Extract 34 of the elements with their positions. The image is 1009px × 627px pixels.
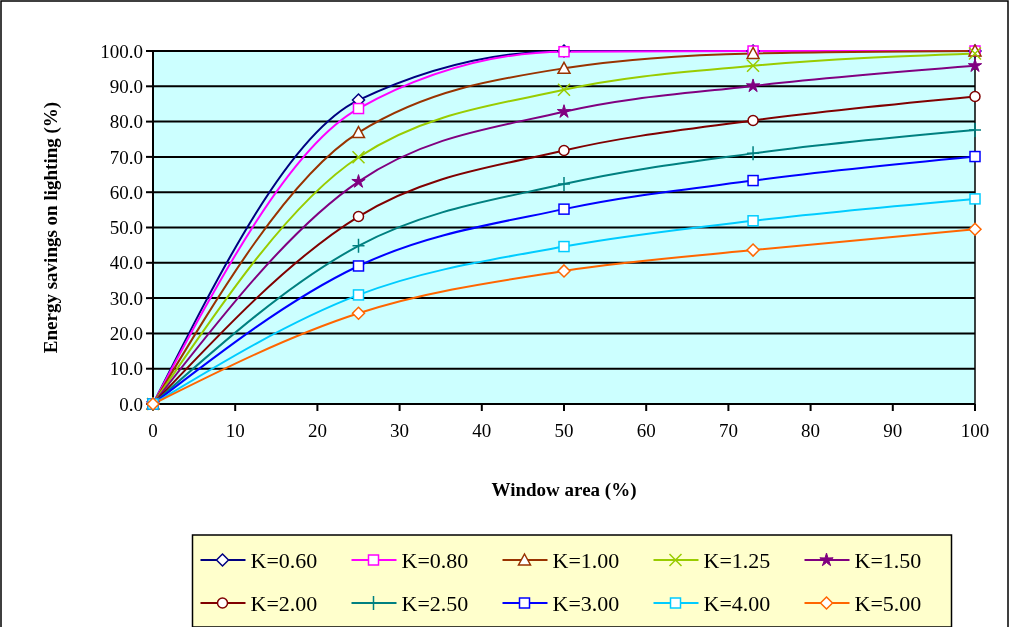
legend-label: K=4.00 [703,590,771,616]
legend-label: K=1.00 [552,547,620,573]
x-tick-label: 20 [307,420,327,441]
y-axis-title: Energy savings on lighting (%) [40,101,62,354]
x-tick-label: 0 [148,420,158,441]
x-tick-label: 100 [960,420,990,441]
y-tick-label: 60.0 [109,181,143,203]
x-tick-label: 40 [472,420,492,441]
legend-label: K=3.00 [552,590,620,616]
legend-label: K=1.25 [703,547,771,573]
x-tick-label: 60 [636,420,656,441]
y-tick-label: 0.0 [119,393,143,415]
y-tick-label: 80.0 [109,111,143,133]
legend-label: K=0.80 [401,547,469,573]
legend-label: K=1.50 [854,547,922,573]
y-tick-label: 50.0 [109,217,143,239]
y-tick-label: 20.0 [109,323,143,345]
y-tick-label: 40.0 [109,252,143,274]
legend-label: K=0.60 [250,547,318,573]
legend-label: K=2.00 [250,590,318,616]
y-tick-label: 30.0 [109,287,143,309]
x-tick-label: 90 [883,420,903,441]
y-tick-label: 100.0 [100,40,143,62]
y-tick-label: 70.0 [109,146,143,168]
y-tick-label: 10.0 [109,358,143,380]
x-tick-label: 50 [554,420,574,441]
legend-label: K=5.00 [854,590,922,616]
x-tick-label: 70 [718,420,738,441]
x-tick-label: 30 [390,420,410,441]
legend-label: K=2.50 [401,590,469,616]
x-tick-label: 80 [801,420,821,441]
x-tick-label: 10 [225,420,245,441]
x-axis-title: Window area (%) [491,479,637,501]
y-tick-label: 90.0 [109,75,143,97]
